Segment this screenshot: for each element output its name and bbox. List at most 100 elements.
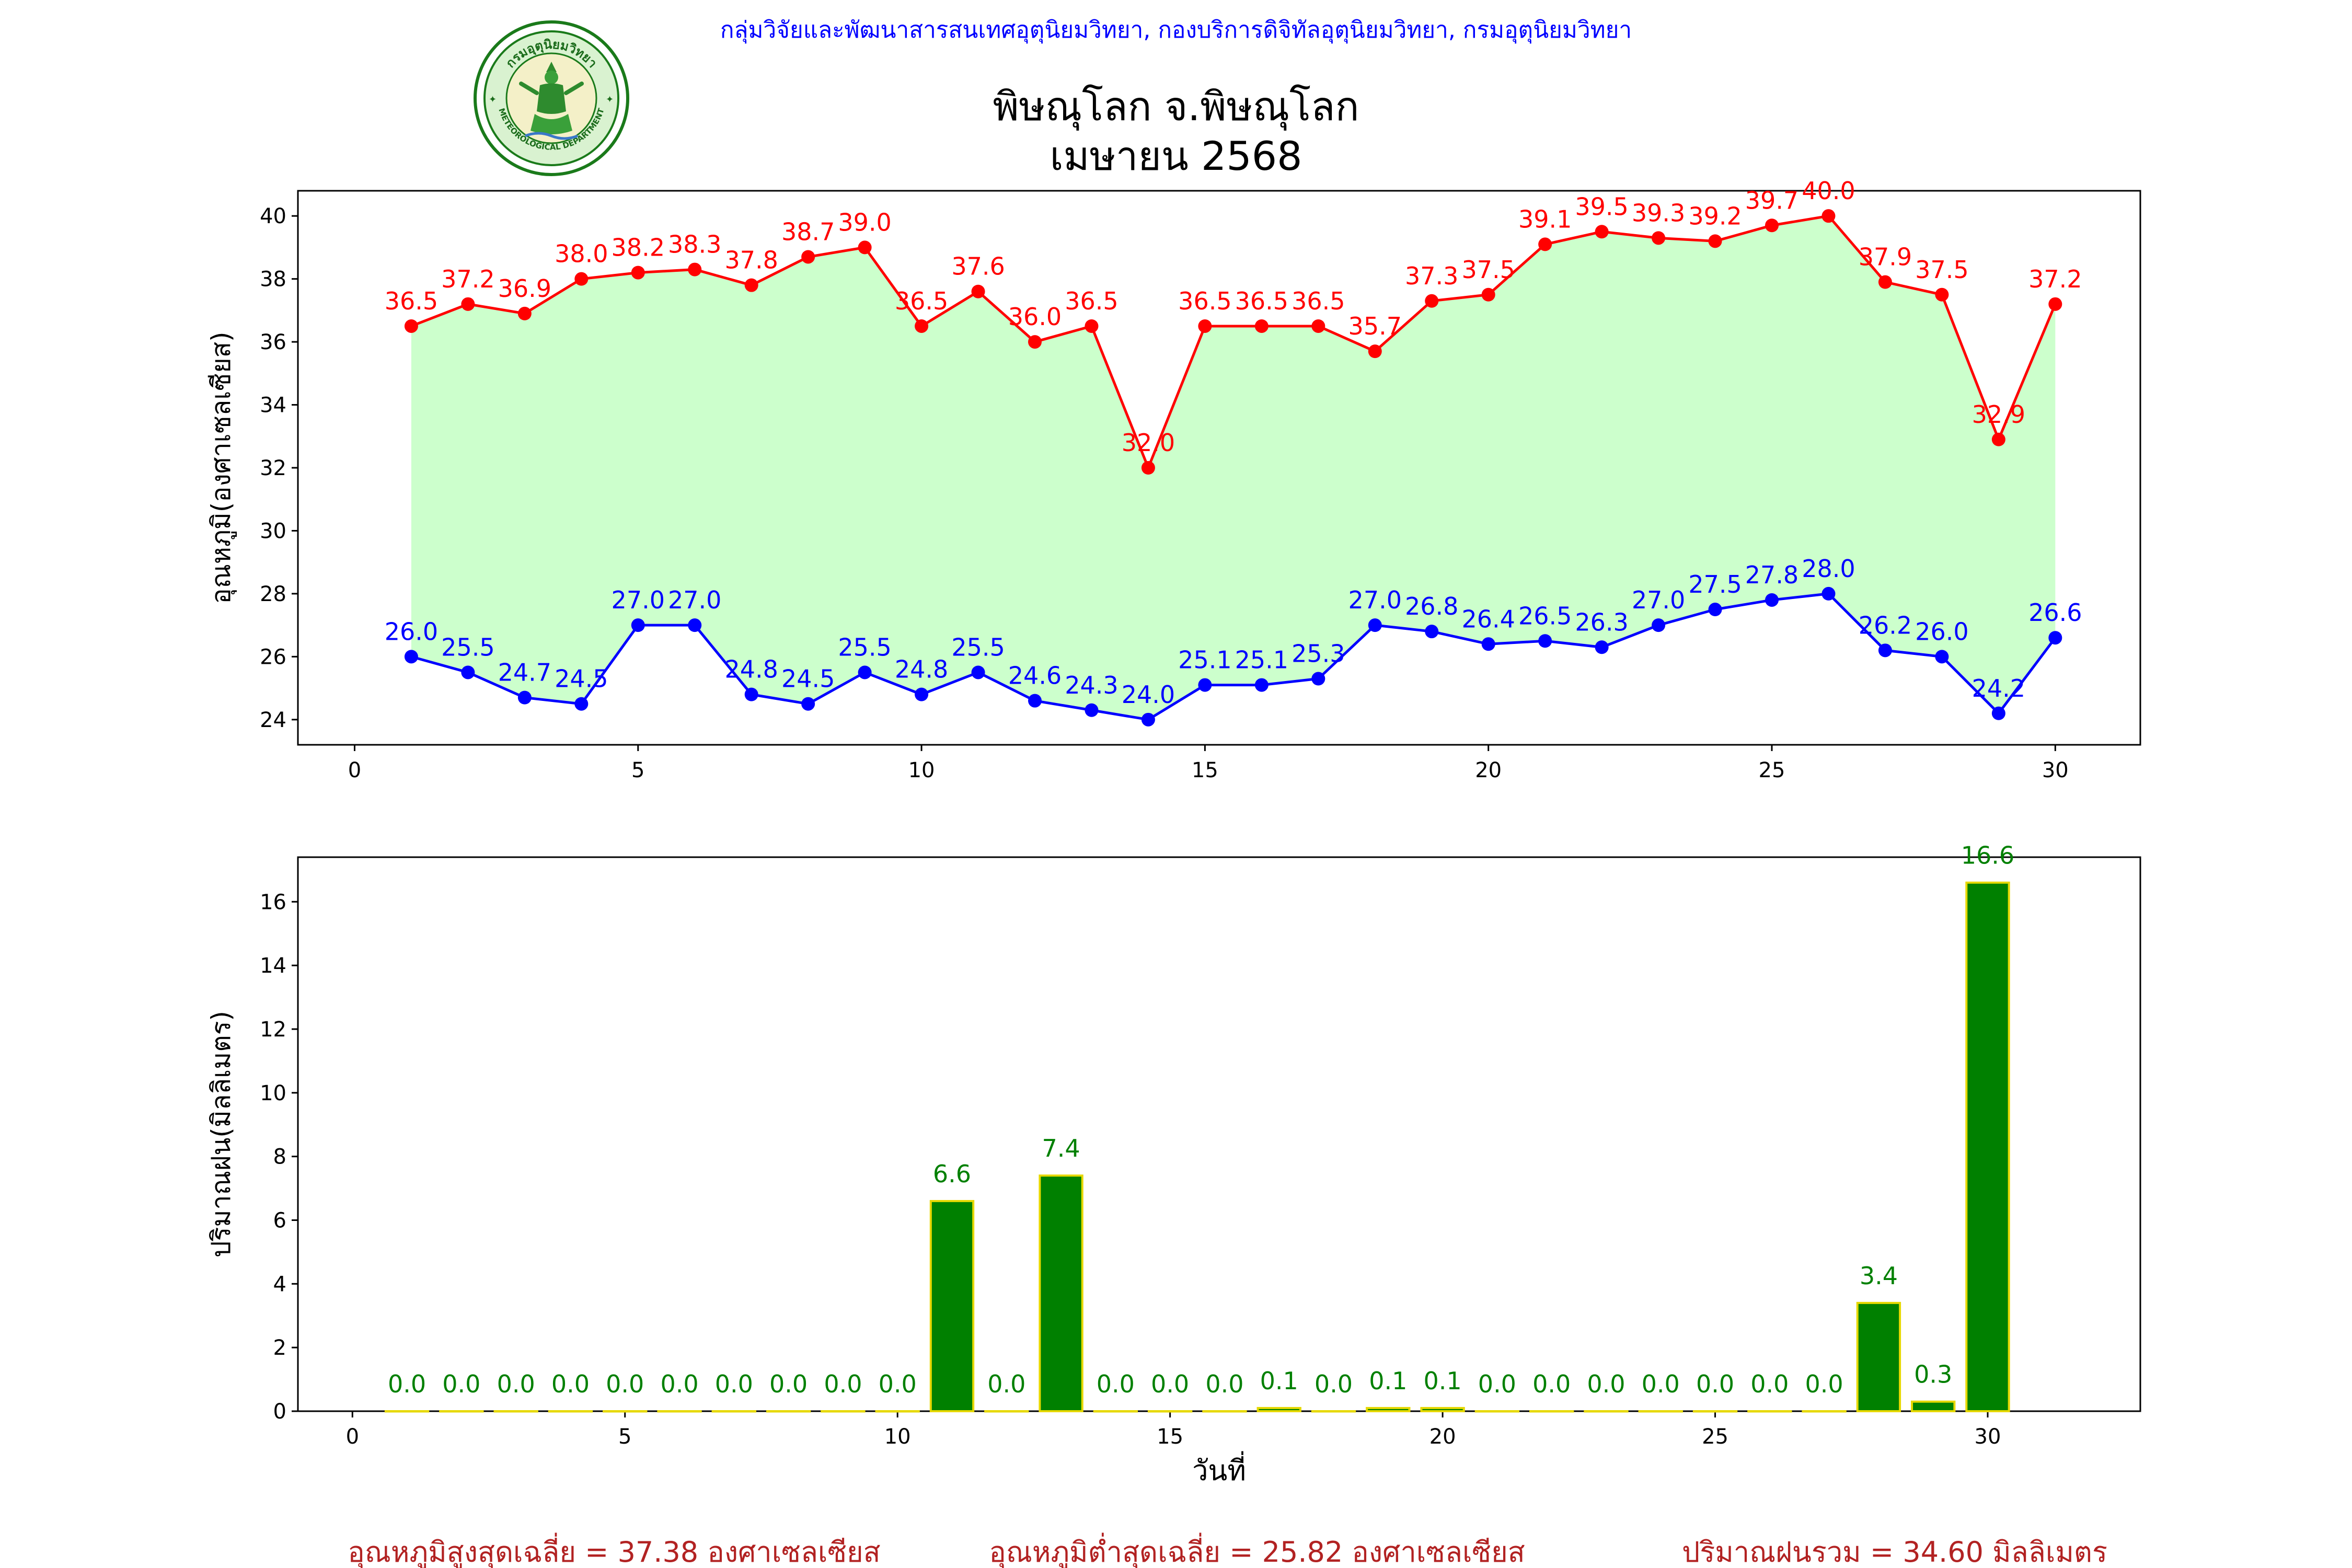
min-temperature-label: 27.8 xyxy=(1745,561,1798,589)
min-temperature-label: 24.5 xyxy=(781,665,835,693)
max-temperature-label: 40.0 xyxy=(1802,177,1855,205)
x-tick-label: 0 xyxy=(348,758,361,782)
rainfall-panel: 0 5 10 15 20 25 30 0 2 4 6 8 10 12 14 16 ปริมาณฝน(มิลลิเ… xyxy=(206,841,2141,1487)
max-temperature-label: 38.3 xyxy=(668,230,721,259)
x-tick-label: 15 xyxy=(1192,758,1218,782)
x-tick-label: 10 xyxy=(884,1425,911,1449)
max-temperature-label: 37.8 xyxy=(724,246,778,274)
max-temperature-label: 37.9 xyxy=(1859,243,1912,271)
rainfall-label: 0.0 xyxy=(1205,1370,1243,1398)
min-temperature-line xyxy=(411,592,2057,721)
rainfall-label: 0.0 xyxy=(497,1370,535,1398)
max-temperature-label: 38.0 xyxy=(555,240,608,268)
rainfall-label: 0.0 xyxy=(606,1370,644,1398)
min-temperature-point xyxy=(1141,712,1155,727)
max-temperature-label: 32.0 xyxy=(1122,429,1175,457)
rainfall-y-axis-label: ปริมาณฝน(มิลลิเมตร) xyxy=(206,1011,236,1258)
rainfall-bar xyxy=(1366,1406,1411,1412)
max-temperature-label: 36.5 xyxy=(385,287,438,315)
rainfall-label: 0.0 xyxy=(879,1370,917,1398)
min-temperature-point xyxy=(631,618,645,632)
max-temperature-point xyxy=(1991,432,2005,446)
max-temperature-point xyxy=(1708,234,1722,248)
y-tick-label: 24 xyxy=(260,708,286,732)
y-tick-label: 12 xyxy=(260,1018,286,1042)
y-tick-label: 32 xyxy=(260,456,286,480)
rainfall-bar xyxy=(1147,1410,1193,1413)
y-tick-label: 4 xyxy=(273,1272,286,1296)
footer-avg-min: อุณหภูมิต่ำสุดเฉลี่ย = 25.82 องศาเซลเซีย… xyxy=(989,1532,1525,1568)
rainfall-bar xyxy=(1256,1406,1301,1412)
min-temperature-point xyxy=(1991,706,2005,720)
max-temperature-point xyxy=(1878,275,1892,289)
rainfall-label: 0.0 xyxy=(824,1370,862,1398)
min-temperature-point xyxy=(1198,678,1212,692)
y-tick-label: 40 xyxy=(260,204,286,228)
min-temperature-label: 27.0 xyxy=(1348,586,1402,614)
rainfall-label: 0.0 xyxy=(987,1370,1025,1398)
max-temperature-point xyxy=(688,262,702,276)
min-temperature-point xyxy=(1425,625,1439,639)
agency-header: กลุ่มวิจัยและพัฒนาสารสนเทศอุตุนิยมวิทยา,… xyxy=(720,17,1632,44)
min-temperature-point xyxy=(915,687,929,701)
max-temperature-point xyxy=(2048,297,2062,311)
rainfall-label: 0.1 xyxy=(1369,1367,1407,1395)
min-temperature-point xyxy=(1708,603,1722,617)
rainfall-label: 16.6 xyxy=(1961,841,2014,870)
rainfall-label: 0.0 xyxy=(1097,1370,1135,1398)
min-temperature-label: 27.0 xyxy=(1632,586,1685,614)
rainfall-label: 0.0 xyxy=(769,1370,808,1398)
rainfall-bar xyxy=(439,1410,484,1413)
min-temperature-label: 26.0 xyxy=(1915,617,1968,645)
min-temperature-label: 27.0 xyxy=(612,586,665,614)
max-temperature-point xyxy=(744,278,758,292)
min-temperature-label: 26.2 xyxy=(1859,611,1912,639)
x-tick-label: 5 xyxy=(618,1425,631,1449)
rainfall-label: 0.0 xyxy=(1750,1370,1789,1398)
rainfall-bar xyxy=(548,1410,593,1413)
footer-total-rain: ปริมาณฝนรวม = 34.60 มิลลิเมตร xyxy=(1682,1536,2107,1568)
x-tick-label: 30 xyxy=(1975,1425,2001,1449)
min-temperature-point xyxy=(574,697,589,711)
y-tick-label: 28 xyxy=(260,582,286,606)
rainfall-label: 0.0 xyxy=(1642,1370,1680,1398)
max-temperature-point xyxy=(461,297,475,311)
rainfall-bar xyxy=(1474,1410,1520,1413)
min-temperature-point xyxy=(1311,672,1325,686)
max-temperature-label: 39.7 xyxy=(1745,186,1798,214)
min-temperature-point xyxy=(1085,703,1099,717)
min-temperature-label: 28.0 xyxy=(1802,555,1855,583)
rainfall-bar xyxy=(1202,1410,1247,1413)
min-temperature-point xyxy=(1368,618,1382,632)
rainfall-bar xyxy=(1311,1410,1356,1413)
max-temperature-point xyxy=(1935,287,1949,302)
rainfall-label: 0.0 xyxy=(1805,1370,1843,1398)
max-temperature-label: 36.9 xyxy=(498,274,551,303)
rainfall-label: 0.0 xyxy=(1478,1370,1516,1398)
min-temperature-label: 24.8 xyxy=(895,655,948,684)
max-temperature-line xyxy=(411,214,2057,471)
footer-avg-max: อุณหภูมิสูงสุดเฉลี่ย = 37.38 องศาเซลเซีย… xyxy=(348,1532,880,1568)
max-temperature-point xyxy=(1481,287,1495,302)
temperature-y-axis-label: อุณหภูมิ(องศาเซลเซียส) xyxy=(206,331,237,604)
rainfall-label: 7.4 xyxy=(1042,1134,1080,1162)
x-tick-label: 30 xyxy=(2042,758,2069,782)
max-temperature-point xyxy=(1765,218,1779,233)
max-temperature-label: 39.1 xyxy=(1518,205,1572,233)
y-tick-label: 2 xyxy=(273,1336,286,1360)
max-temperature-point xyxy=(517,306,532,320)
min-temperature-label: 26.4 xyxy=(1461,605,1515,633)
max-temperature-point xyxy=(1538,237,1552,251)
rainfall-bar xyxy=(1039,1174,1083,1412)
min-temperature-point xyxy=(1481,637,1495,651)
rainfall-x-axis-label: วันที่ xyxy=(1192,1451,1246,1487)
rainfall-label: 0.0 xyxy=(660,1370,698,1398)
y-tick-label: 10 xyxy=(260,1081,286,1105)
max-temperature-label: 36.0 xyxy=(1008,303,1062,331)
rainfall-bar xyxy=(1747,1410,1792,1413)
min-temperature-point xyxy=(461,665,475,679)
max-temperature-label: 38.7 xyxy=(781,217,835,246)
y-tick-label: 0 xyxy=(273,1400,286,1424)
max-temperature-point xyxy=(971,284,985,298)
min-temperature-point xyxy=(858,665,872,679)
